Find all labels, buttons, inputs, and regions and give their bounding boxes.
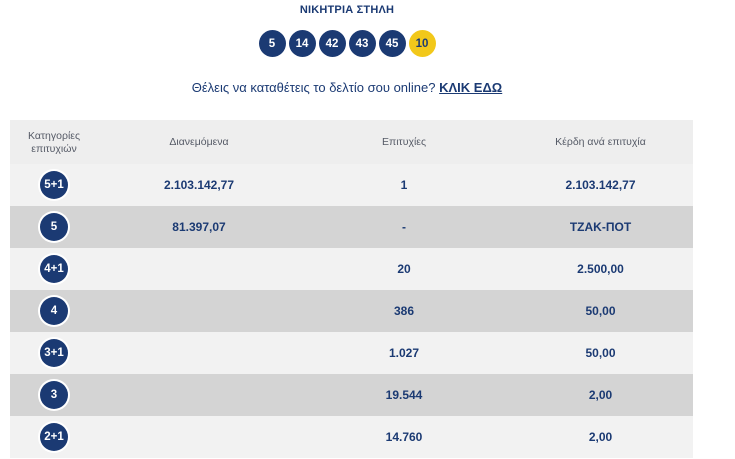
header-prize: Κέρδη ανά επιτυχία <box>555 136 646 148</box>
prize-cell: ΤΖΑΚ-ΠΟΤ <box>569 220 632 234</box>
table-row: 5 81.397,07 - ΤΖΑΚ-ΠΟΤ <box>10 206 693 248</box>
joker-ball: 10 <box>408 30 436 57</box>
winners-cell: 14.760 <box>385 430 423 444</box>
click-here-link[interactable]: ΚΛΙΚ ΕΔΩ <box>439 80 503 95</box>
distributed-cell <box>98 248 300 290</box>
header-distributed: Διανεμόμενα <box>169 136 229 148</box>
table-row: 2+1 14.760 2,00 <box>10 416 693 458</box>
winners-cell: 1 <box>400 178 408 192</box>
header-winners: Επιτυχίες <box>381 136 427 148</box>
table-row: 3+1 1.027 50,00 <box>10 332 693 374</box>
prize-cell: 2,00 <box>588 430 613 444</box>
table-header: Κατηγορίες επιτυχιών Διανεμόμενα Επιτυχί… <box>10 120 693 164</box>
distributed-cell <box>98 290 300 332</box>
online-ticket-prompt: Θέλεις να καταθέτεις το δελτίο σου onlin… <box>0 80 694 95</box>
prize-cell: 2.103.142,77 <box>565 178 636 192</box>
distributed-cell <box>98 374 300 416</box>
cta-text: Θέλεις να καταθέτεις το δελτίο σου onlin… <box>191 80 436 95</box>
number-ball: 45 <box>378 30 406 57</box>
distributed-cell <box>98 332 300 374</box>
distributed-cell: 2.103.142,77 <box>163 178 235 192</box>
number-ball: 43 <box>348 30 376 57</box>
header-category: Κατηγορίες επιτυχιών <box>27 130 81 155</box>
winners-cell: - <box>402 220 406 234</box>
distributed-cell: 81.397,07 <box>172 220 226 234</box>
category-badge: 3+1 <box>40 339 68 367</box>
number-ball: 42 <box>318 30 346 57</box>
winners-cell: 20 <box>397 262 411 276</box>
category-badge: 4 <box>40 297 68 325</box>
number-ball: 5 <box>258 30 286 57</box>
category-badge: 5 <box>40 213 68 241</box>
category-badge: 3 <box>40 381 68 409</box>
table-row: 4+1 20 2.500,00 <box>10 248 693 290</box>
table-row: 4 386 50,00 <box>10 290 693 332</box>
category-badge: 2+1 <box>40 423 68 451</box>
winning-column-title: ΝΙΚΗΤΡΙΑ ΣΤΗΛΗ <box>299 4 395 16</box>
prize-cell: 2.500,00 <box>577 262 624 276</box>
category-badge: 5+1 <box>40 171 68 199</box>
table-row: 3 19.544 2,00 <box>10 374 693 416</box>
prize-cell: 50,00 <box>585 346 616 360</box>
winning-numbers: 5 14 42 43 45 10 <box>0 30 694 57</box>
table-row: 5+1 2.103.142,77 1 2.103.142,77 <box>10 164 693 206</box>
category-badge: 4+1 <box>40 255 68 283</box>
number-ball: 14 <box>288 30 316 57</box>
prize-cell: 50,00 <box>585 304 616 318</box>
prize-table: Κατηγορίες επιτυχιών Διανεμόμενα Επιτυχί… <box>10 120 693 458</box>
winners-cell: 386 <box>393 304 415 318</box>
prize-cell: 2,00 <box>588 388 613 402</box>
winners-cell: 1.027 <box>388 346 420 360</box>
distributed-cell <box>98 416 300 458</box>
winners-cell: 19.544 <box>385 388 423 402</box>
